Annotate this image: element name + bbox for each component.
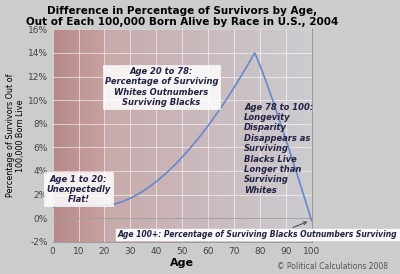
Text: © Political Calculations 2008: © Political Calculations 2008 <box>277 262 388 271</box>
Title: Difference in Percentage of Survivors by Age,
Out of Each 100,000 Born Alive by : Difference in Percentage of Survivors by… <box>26 5 338 27</box>
Text: Age 100+: Percentage of Surviving Blacks Outnumbers Surviving Whites!: Age 100+: Percentage of Surviving Blacks… <box>118 222 400 239</box>
Text: Age 20 to 78:
Percentage of Surviving
Whites Outnumbers
Surviving Blacks: Age 20 to 78: Percentage of Surviving Wh… <box>105 67 218 107</box>
Y-axis label: Percentage of Survivors Out of
100,000 Born Live: Percentage of Survivors Out of 100,000 B… <box>6 74 25 197</box>
Text: Age 1 to 20:
Unexpectedly
Flat!: Age 1 to 20: Unexpectedly Flat! <box>46 175 111 204</box>
Text: Age 78 to 100:
Longevity
Disparity
Disappears as
Surviving
Blacks Live
Longer th: Age 78 to 100: Longevity Disparity Disap… <box>244 102 314 195</box>
X-axis label: Age: Age <box>170 258 194 269</box>
